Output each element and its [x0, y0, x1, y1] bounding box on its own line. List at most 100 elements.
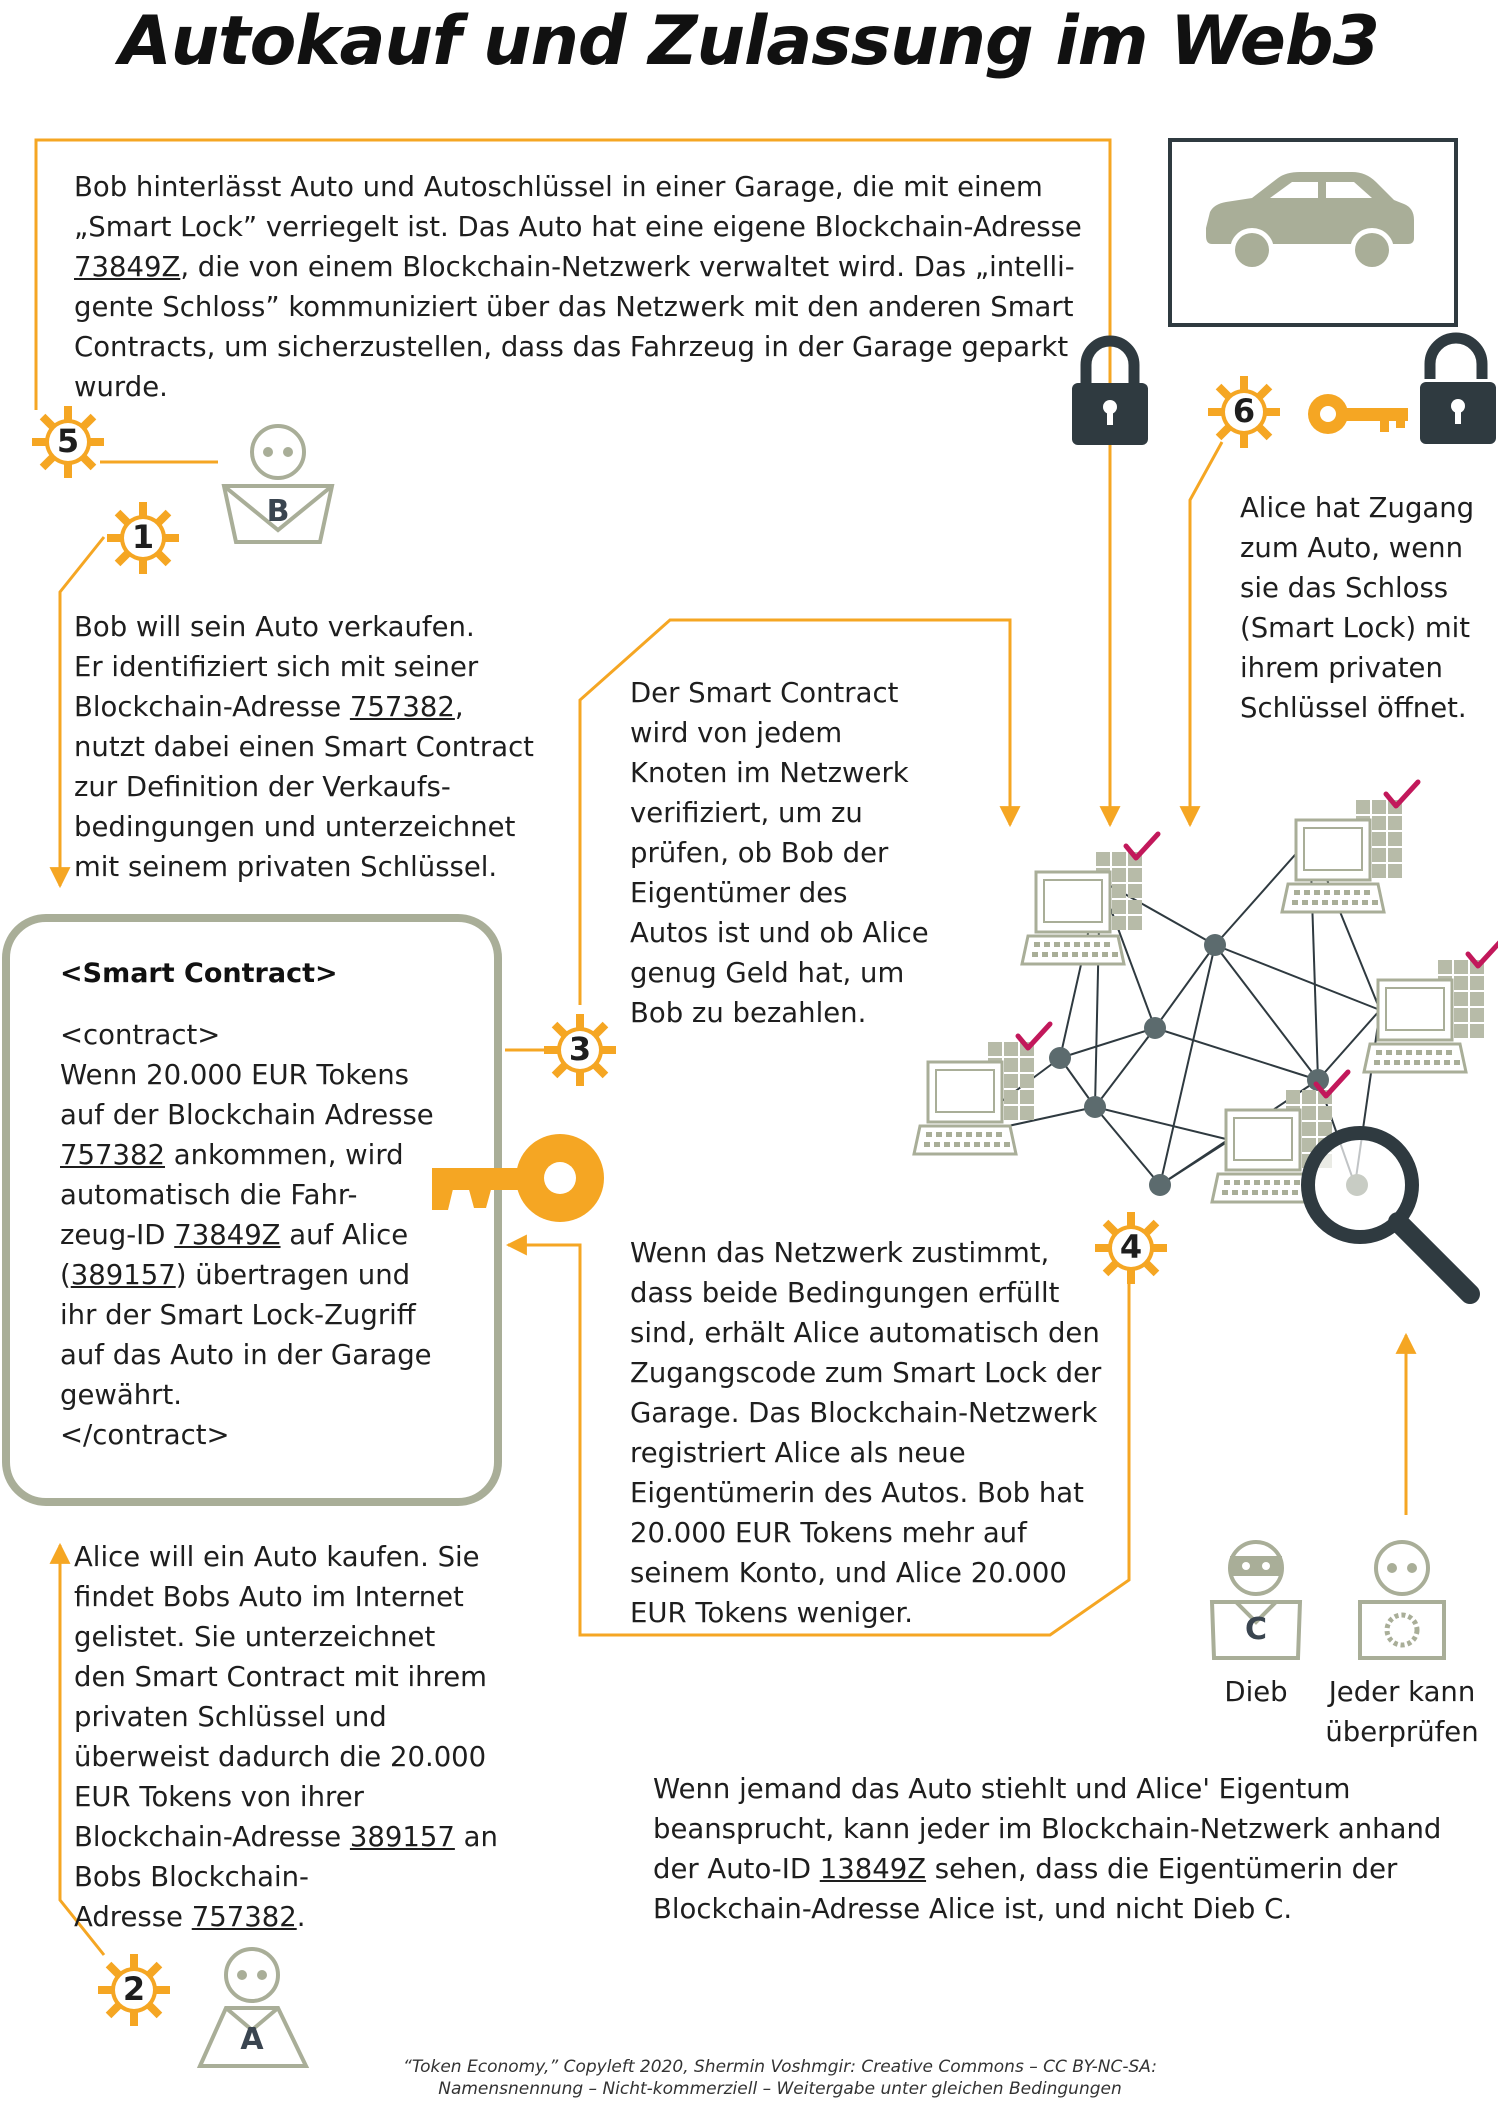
- step-5-number: 5: [56, 422, 80, 460]
- contract-line: ihr der Smart Lock-Zugriff: [60, 1299, 416, 1331]
- big-key-icon: [432, 1134, 604, 1222]
- bob-avatar: [221, 424, 335, 544]
- step-4-line: dass beide Bedingungen erfüllt: [630, 1277, 1060, 1309]
- contract-line: 757382 ankommen, wird: [60, 1135, 434, 1175]
- smart-contract-title: <Smart Contract>: [60, 958, 338, 989]
- theft-line: Wenn jemand das Auto stiehlt und Alice' …: [653, 1773, 1351, 1805]
- connector-step5-network: [34, 138, 1121, 828]
- step-4-line: sind, erhält Alice automatisch den: [630, 1317, 1100, 1349]
- step-5-line: „Smart Lock” verriegelt ist. Das Auto ha…: [74, 211, 1082, 243]
- bob-address: 757382: [349, 691, 455, 723]
- step-4-line: Zugangscode zum Smart Lock der: [630, 1357, 1102, 1389]
- contract-alice-address: 389157: [70, 1259, 176, 1291]
- contract-line-rest: ankommen, wird: [164, 1139, 404, 1171]
- connector-lines: [34, 138, 1417, 1956]
- verifier-label: Jeder kann überprüfen: [1312, 1672, 1492, 1752]
- step-3-line: verifiziert, um zu: [630, 797, 863, 829]
- step-2-line: Alice will ein Auto kaufen. Sie: [74, 1541, 480, 1573]
- step-2-line: privaten Schlüssel und: [74, 1701, 387, 1733]
- connector-step2-contract: [49, 1542, 106, 1956]
- verifier-label-line-1: Jeder kann: [1328, 1676, 1476, 1708]
- step-2-line: gelistet. Sie unterzeichnet: [74, 1621, 436, 1653]
- step-1-line: Blockchain-Adresse 757382,: [74, 687, 534, 727]
- magnifier-icon: [1301, 1126, 1480, 1304]
- step-4-text: Wenn das Netzwerk zustimmt, dass beide B…: [630, 1233, 1101, 1633]
- step-1-line: Er identifiziert sich mit seiner: [74, 651, 479, 683]
- contract-car-id: 73849Z: [174, 1219, 281, 1251]
- verifier-avatar: [1358, 1540, 1446, 1660]
- theft-line-post: sehen, dass die Eigentümerin der: [926, 1853, 1398, 1885]
- node-computer-3: [1364, 942, 1498, 1072]
- contract-line: <contract>: [60, 1019, 221, 1051]
- thief-label: Dieb: [1224, 1676, 1288, 1708]
- step-4-line: Garage. Das Blockchain-Netzwerk: [630, 1397, 1098, 1429]
- step-2-line: findet Bobs Auto im Internet: [74, 1581, 464, 1613]
- step-6-line: Schlüssel öffnet.: [1240, 692, 1467, 724]
- step-2-line-pre: Blockchain-Adresse: [74, 1821, 350, 1853]
- step-6-line: Alice hat Zugang: [1240, 492, 1475, 524]
- step-1-number: 1: [131, 518, 155, 556]
- bob-letter: B: [266, 494, 290, 529]
- step-1-line: bedingungen und unterzeichnet: [74, 811, 516, 843]
- smart-contract-text: <contract> Wenn 20.000 EUR Tokens auf de…: [60, 1015, 434, 1455]
- step-3-line: Knoten im Netzwerk: [630, 757, 909, 789]
- step-3-line: wird von jedem: [630, 717, 843, 749]
- contract-line: Wenn 20.000 EUR Tokens: [60, 1059, 409, 1091]
- credit-line-2: Namensnennung – Nicht-kommerziell – Weit…: [438, 2079, 1122, 2099]
- contract-line: auf das Auto in der Garage: [60, 1339, 432, 1371]
- step-1-line-post: ,: [454, 691, 464, 723]
- credit-footer: “Token Economy,” Copyleft 2020, Shermin …: [300, 2056, 1260, 2100]
- step-2-line: EUR Tokens von ihrer: [74, 1781, 364, 1813]
- connector-step4-contract: [505, 1234, 1131, 1637]
- credit-line-1: “Token Economy,” Copyleft 2020, Shermin …: [403, 2057, 1157, 2077]
- page-title: Autokauf und Zulassung im Web3: [119, 2, 1380, 81]
- contract-bob-address: 757382: [60, 1139, 165, 1171]
- step-5-line-rest: , die von einem Blockchain-Netzwerk verw…: [180, 251, 1075, 283]
- connector-step3-network: [578, 618, 1021, 1005]
- small-key-icon: [1308, 394, 1408, 434]
- step-4-line: Wenn das Netzwerk zustimmt,: [630, 1237, 1050, 1269]
- open-lock-icon: [1420, 332, 1496, 444]
- step-1-text: Bob will sein Auto verkaufen. Er identif…: [74, 607, 534, 887]
- step-3-line: genug Geld hat, um: [630, 957, 905, 989]
- step-4-line: EUR Tokens weniger.: [630, 1597, 914, 1629]
- step-3-line: Der Smart Contract: [630, 677, 899, 709]
- contract-line: gewährt.: [60, 1379, 182, 1411]
- step-3-line: Autos ist und ob Alice: [630, 917, 929, 949]
- connector-step6-network: [1179, 441, 1224, 828]
- step-6-line: sie das Schloss: [1240, 572, 1449, 604]
- step-2-line: Bobs Blockchain-: [74, 1861, 309, 1893]
- step-3-number: 3: [568, 1030, 592, 1068]
- step-3-line: Eigentümer des: [630, 877, 848, 909]
- car-address: 73849Z: [74, 251, 181, 283]
- step-1-line: zur Definition der Verkaufs-: [74, 771, 451, 803]
- step-4-line: Eigentümerin des Autos. Bob hat: [630, 1477, 1084, 1509]
- step-5-line: Contracts, um sicherzustellen, dass das …: [74, 331, 1069, 363]
- step-6-line: (Smart Lock) mit: [1240, 612, 1471, 644]
- node-computer-4: [914, 1024, 1050, 1154]
- step-2-line-post: an: [454, 1821, 498, 1853]
- step-1-line: Bob will sein Auto verkaufen.: [74, 611, 475, 643]
- step-2-line: Blockchain-Adresse 389157 an: [74, 1817, 498, 1857]
- thief-letter: C: [1244, 1612, 1268, 1647]
- alice-letter: A: [240, 2022, 264, 2057]
- step-2-line: überweist dadurch die 20.000: [74, 1741, 487, 1773]
- car-icon: [1206, 172, 1414, 272]
- contract-line-pre: (: [60, 1259, 71, 1291]
- theft-line-pre: der Auto-ID: [653, 1853, 820, 1885]
- theft-line: Blockchain-Adresse Alice ist, und nicht …: [653, 1893, 1293, 1925]
- step-2-line-post: .: [296, 1901, 306, 1933]
- contract-line-pre: zeug-ID: [60, 1219, 175, 1251]
- smart-contract-box: [2, 914, 502, 1506]
- step-2-line-pre: Adresse: [74, 1901, 192, 1933]
- step-6-text: Alice hat Zugang zum Auto, wenn sie das …: [1240, 488, 1474, 728]
- contract-line-post: auf Alice: [280, 1219, 409, 1251]
- contract-line: zeug-ID 73849Z auf Alice: [60, 1215, 434, 1255]
- theft-line: der Auto-ID 13849Z sehen, dass die Eigen…: [653, 1849, 1441, 1889]
- connector-step1-contract: [49, 536, 106, 889]
- node-computer-1: [1022, 834, 1158, 964]
- step-3-line: prüfen, ob Bob der: [630, 837, 889, 869]
- step-4-number: 4: [1119, 1228, 1143, 1266]
- step-4-line: registriert Alice als neue: [630, 1437, 966, 1469]
